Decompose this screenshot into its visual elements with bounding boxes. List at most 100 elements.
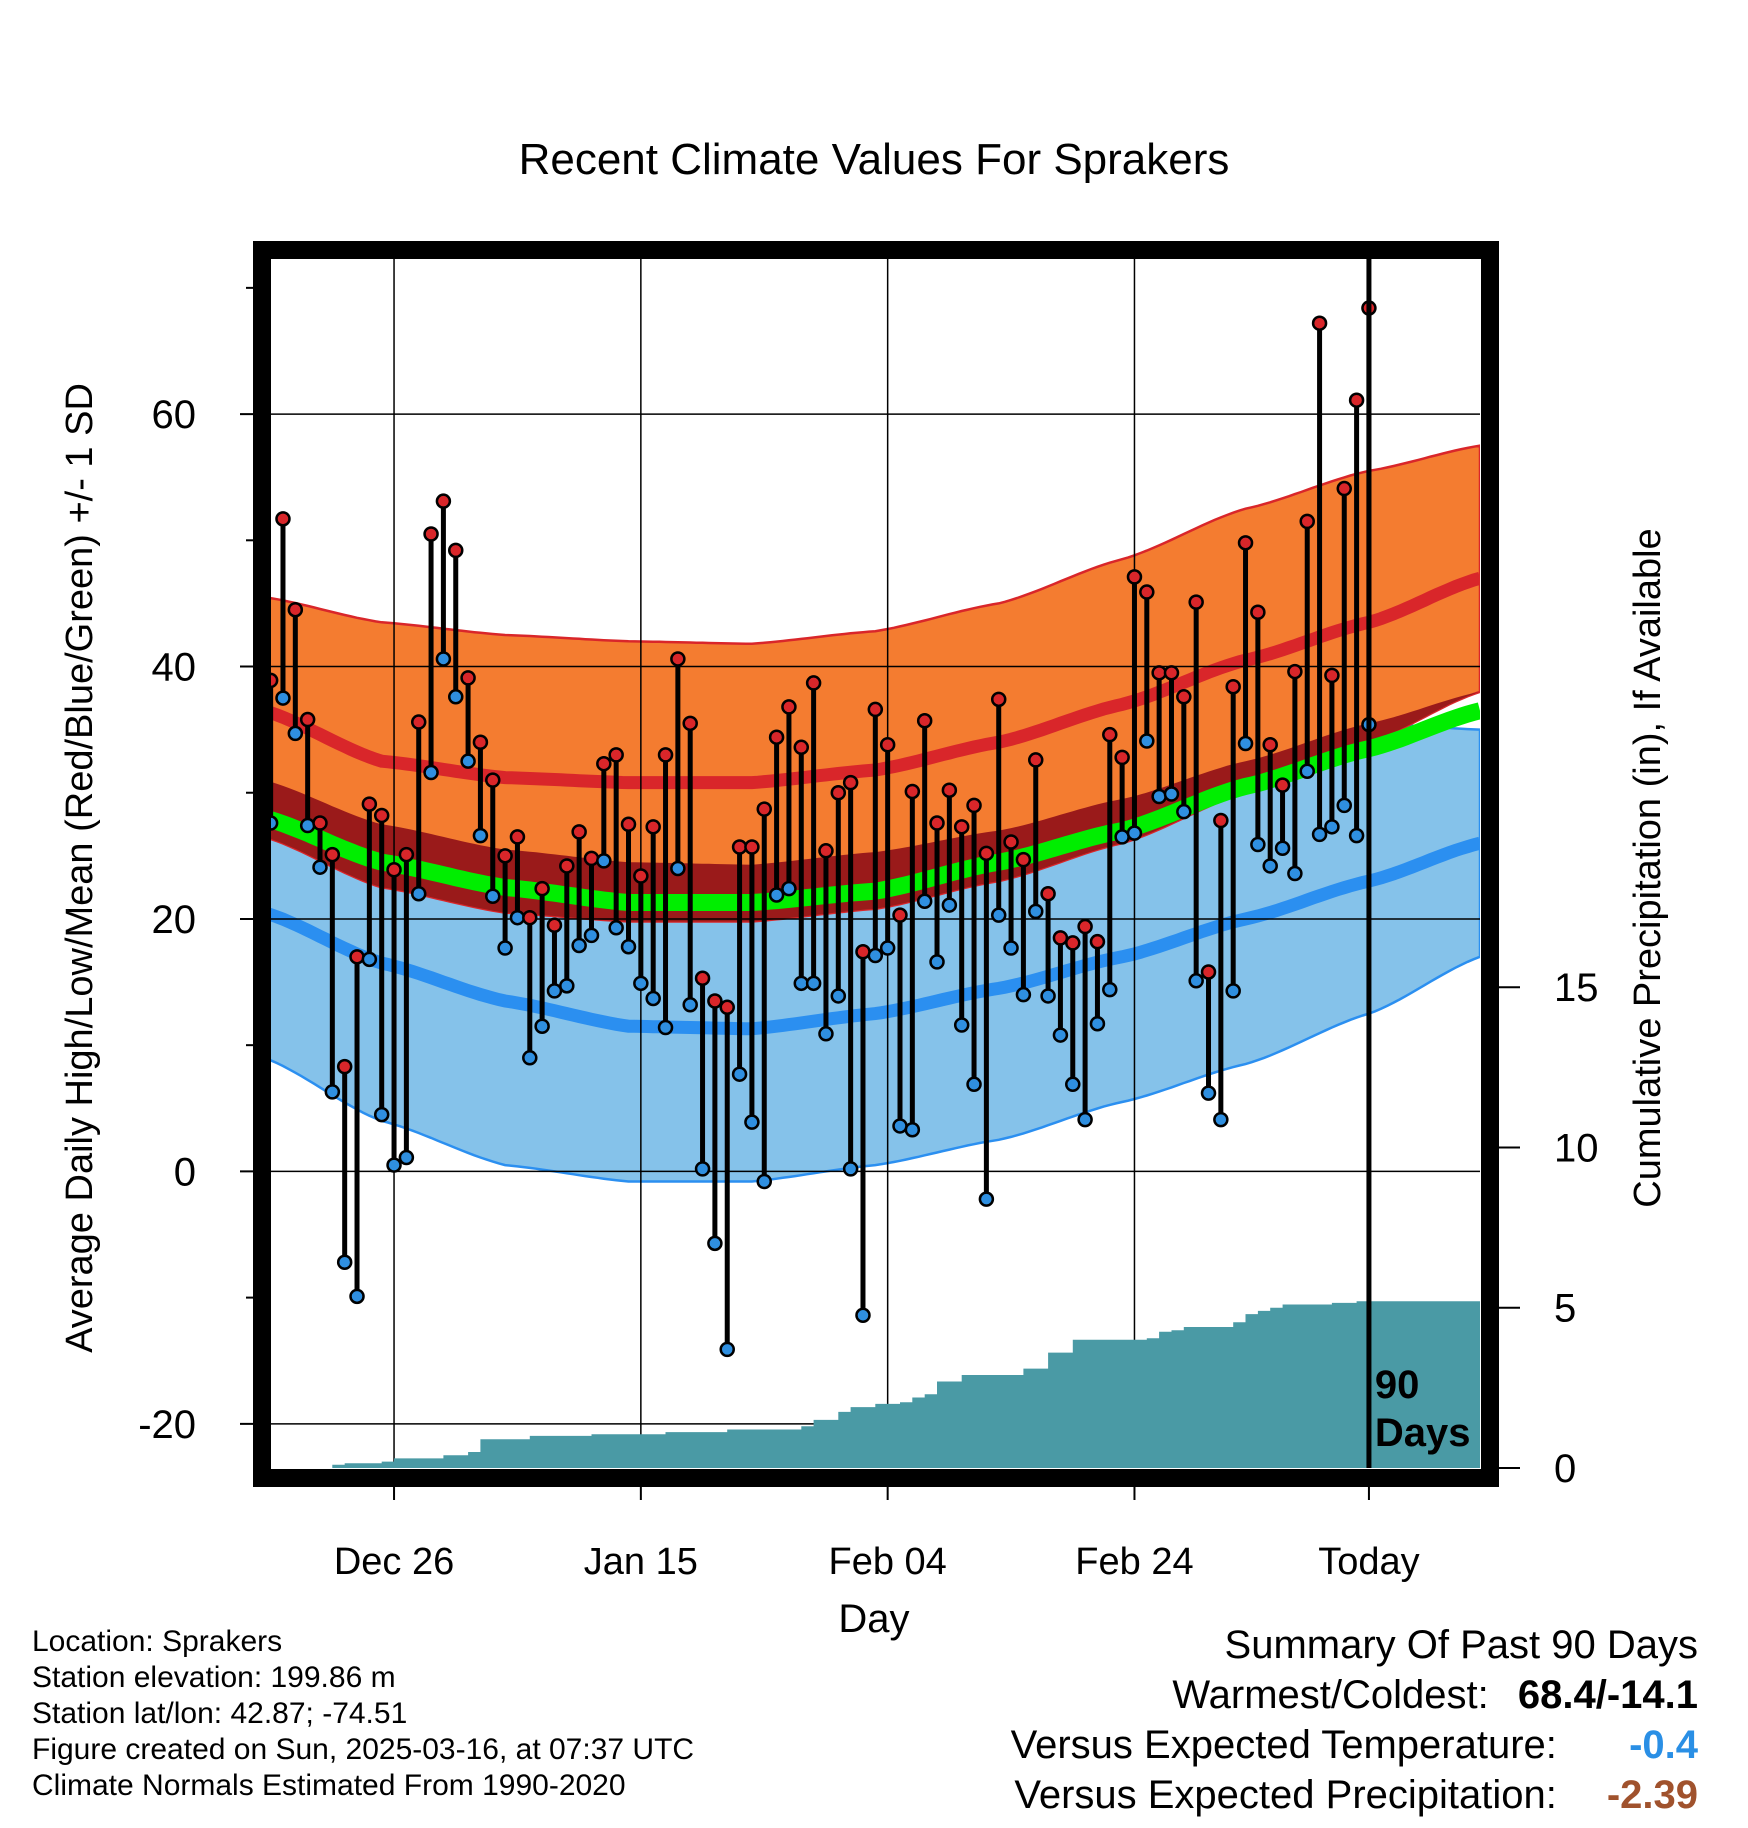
daily-high-point [423, 526, 439, 542]
daily-low-point [966, 1076, 982, 1093]
daily-low-point [1274, 840, 1291, 857]
daily-low-point [830, 988, 847, 1004]
daily-low-point [756, 1173, 773, 1190]
plot-frame [253, 241, 1499, 1487]
daily-high-point [707, 993, 723, 1009]
station-info: Location: Sprakers Station elevation: 19… [32, 1624, 694, 1804]
daily-high-point [916, 713, 933, 729]
daily-high-point [1114, 749, 1130, 766]
daily-low-point [324, 1084, 341, 1100]
daily-high-point [1040, 885, 1056, 902]
daily-high-point [1126, 569, 1143, 585]
daily-low-point [583, 927, 600, 944]
precip-anomaly-label: Versus Expected Precipitation: [1014, 1773, 1557, 1817]
daily-high-point [1324, 667, 1340, 684]
daily-low-point [1126, 825, 1143, 841]
daily-high-point [1299, 513, 1315, 530]
daily-low-point [410, 885, 427, 902]
normal-mean-line [262, 702, 1480, 911]
created-text: Figure created on Sun, 2025-03-16, at 07… [32, 1733, 695, 1766]
daily-high-point [793, 739, 810, 756]
x-tick-label: Jan 15 [584, 1541, 698, 1583]
daily-low-point [1089, 1015, 1106, 1032]
daily-low-point [1213, 1111, 1229, 1128]
daily-low-point [1040, 988, 1056, 1004]
daily-low-point [682, 997, 698, 1013]
daily-high-point [386, 861, 402, 878]
daily-high-point [1348, 392, 1365, 408]
daily-low-point [929, 954, 945, 970]
daily-high-point [682, 715, 698, 732]
daily-low-point [398, 1149, 415, 1166]
daily-low-point [633, 975, 649, 992]
chart-title: Recent Climate Values For Sprakers [519, 135, 1230, 184]
daily-high-point [1200, 964, 1217, 980]
daily-low-point [855, 1307, 871, 1324]
daily-high-point [855, 944, 871, 960]
daily-low-point [768, 887, 785, 903]
y2-tick-label: 0 [1554, 1447, 1576, 1491]
daily-low-point [336, 1254, 353, 1271]
daily-high-point [1163, 665, 1180, 681]
daily-low-point [978, 1191, 995, 1207]
daily-high-point [559, 858, 575, 874]
daily-high-point [1287, 663, 1303, 680]
daily-low-point [867, 947, 884, 964]
daily-high-point [670, 651, 686, 667]
daily-low-point [1324, 819, 1340, 835]
daily-low-point [522, 1050, 538, 1066]
daily-low-point [805, 975, 822, 992]
summary-heading: Summary Of Past 90 Days [1224, 1623, 1698, 1667]
daily-low-point [509, 909, 526, 926]
daily-high-point [1003, 834, 1019, 850]
daily-low-point [423, 764, 439, 781]
daily-low-point [299, 817, 316, 834]
daily-high-point [867, 701, 884, 718]
daily-low-point [1176, 803, 1192, 820]
y2-axis-label: Cumulative Precipitation (in), If Availa… [1627, 528, 1669, 1207]
daily-high-point [756, 801, 773, 817]
daily-high-point [522, 909, 538, 926]
y-tick-label: 60 [152, 393, 197, 437]
precip-anomaly-value: -2.39 [1606, 1773, 1698, 1817]
precip-area [264, 1301, 1480, 1468]
daily-high-point [1151, 665, 1167, 681]
daily-low-point [1163, 786, 1180, 802]
daily-high-point [336, 1058, 353, 1075]
daily-low-point [447, 689, 464, 705]
today-marker-label-days: Days [1375, 1411, 1471, 1455]
daily-high-point [1176, 689, 1192, 705]
daily-high-point [1015, 851, 1032, 868]
daily-range-bars [262, 300, 1377, 1358]
daily-low-point [1139, 733, 1155, 749]
daily-low-point [990, 907, 1007, 923]
daily-low-point [349, 1288, 365, 1305]
y2-tick-label: 15 [1554, 966, 1599, 1010]
daily-high-point [596, 755, 612, 772]
daily-low-point [287, 725, 304, 742]
daily-low-point [1151, 788, 1167, 805]
y-tick-label: 20 [152, 898, 197, 942]
daily-low-point [1299, 763, 1315, 780]
daily-high-point [633, 868, 649, 884]
daily-low-point [497, 940, 513, 956]
daily-high-point [892, 907, 908, 923]
daily-high-point [361, 796, 378, 812]
y-tick-label: 0 [174, 1150, 196, 1194]
daily-high-point [990, 691, 1007, 708]
daily-high-point [966, 797, 982, 814]
daily-high-point [1336, 480, 1353, 497]
daily-low-point [386, 1157, 402, 1173]
latlon-text: Station lat/lon: 42.87; -74.51 [32, 1697, 408, 1730]
daily-low-point [707, 1235, 723, 1252]
daily-low-point [793, 975, 810, 992]
daily-high-point [1102, 726, 1118, 743]
daily-high-point [805, 675, 822, 691]
location-text: Location: Sprakers [32, 1625, 283, 1658]
normal-low-line [262, 836, 1480, 1036]
y-tick-label: -20 [138, 1403, 196, 1447]
temp-anomaly-label: Versus Expected Temperature: [1010, 1723, 1557, 1767]
daily-high-point [275, 511, 291, 527]
daily-low-point [1065, 1076, 1081, 1093]
daily-high-point [830, 784, 847, 801]
